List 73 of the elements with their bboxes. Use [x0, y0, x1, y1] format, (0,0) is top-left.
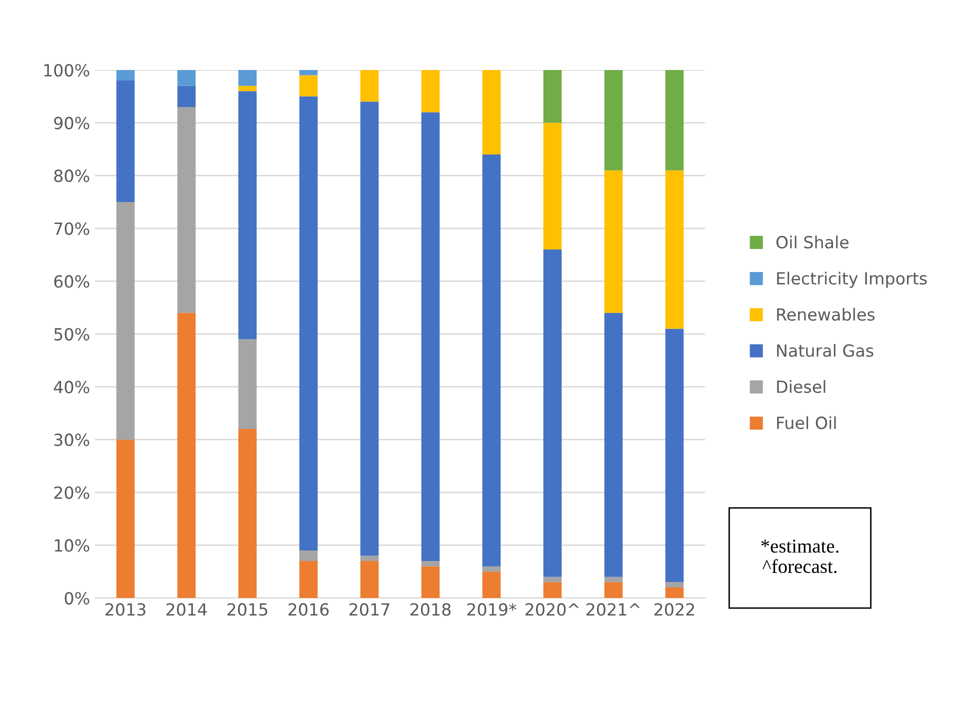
bar — [299, 96, 318, 550]
y-tick-label: 0% — [64, 592, 90, 605]
bar — [543, 122, 562, 250]
bar — [238, 91, 257, 340]
bar — [665, 587, 684, 598]
x-tick-label: 2020^ — [526, 603, 579, 616]
x-tick-label: 2017 — [350, 603, 390, 616]
bar — [116, 440, 135, 598]
y-tick-label: 50% — [54, 328, 90, 341]
y-tick-label: 10% — [54, 539, 90, 552]
legend-label: Electricity Imports — [777, 272, 927, 288]
bar — [543, 70, 562, 123]
bar — [116, 70, 135, 81]
x-tick-label: 2013 — [106, 603, 146, 616]
y-tick-label: 90% — [54, 116, 90, 130]
bar — [421, 112, 440, 562]
bar — [665, 170, 684, 329]
x-tick-label: 2019* — [467, 603, 516, 616]
bar — [482, 572, 501, 598]
legend-label: Fuel Oil — [777, 416, 836, 430]
bar — [604, 576, 623, 582]
x-tick-label: 2022 — [654, 603, 694, 616]
bar — [299, 550, 318, 562]
y-tick-label: 70% — [54, 222, 90, 235]
bar — [421, 70, 440, 112]
bar — [604, 70, 623, 170]
bar — [665, 582, 684, 588]
bar — [360, 102, 379, 556]
y-tick-label: 100% — [44, 64, 90, 77]
bar — [482, 70, 501, 154]
x-tick-label: 2015 — [228, 603, 268, 616]
y-tick-label: 60% — [54, 275, 90, 288]
bar — [360, 561, 379, 598]
bar — [665, 328, 684, 582]
bar — [177, 86, 196, 107]
x-tick-label: 2021^ — [586, 603, 640, 616]
bar — [177, 106, 196, 313]
bar — [360, 556, 379, 562]
bar — [482, 154, 501, 566]
bar — [665, 70, 684, 170]
bar — [238, 70, 257, 86]
bar — [543, 582, 562, 598]
bar — [604, 582, 623, 598]
bar — [421, 561, 440, 566]
bar — [177, 312, 196, 598]
bar — [299, 75, 318, 96]
bar — [238, 339, 257, 430]
y-tick-label: 30% — [54, 434, 90, 446]
legend-label: Natural Gas — [777, 344, 874, 357]
y-tick-label: 20% — [54, 486, 90, 499]
bar — [238, 429, 257, 598]
legend-label: Oil Shale — [776, 236, 849, 249]
bar — [116, 202, 135, 440]
bar — [360, 70, 379, 102]
bar — [604, 170, 623, 313]
x-tick-label: 2018 — [410, 603, 451, 616]
legend-label: Renewables — [777, 308, 875, 321]
y-tick-label: 80% — [54, 170, 90, 182]
y-tick-label: 40% — [54, 380, 90, 394]
bar — [238, 86, 257, 92]
bar — [543, 250, 562, 577]
bar — [177, 70, 196, 86]
bar — [299, 70, 318, 76]
legend-label: Diesel — [777, 380, 826, 394]
x-tick-label: 2014 — [166, 603, 207, 616]
x-tick-label: 2016 — [288, 603, 329, 616]
text: *estimate. ^forecast. — [761, 540, 838, 574]
bar — [116, 80, 135, 202]
bar — [543, 576, 562, 582]
bar — [604, 312, 623, 577]
bar — [299, 561, 318, 598]
bar — [421, 566, 440, 598]
bar — [482, 566, 501, 572]
